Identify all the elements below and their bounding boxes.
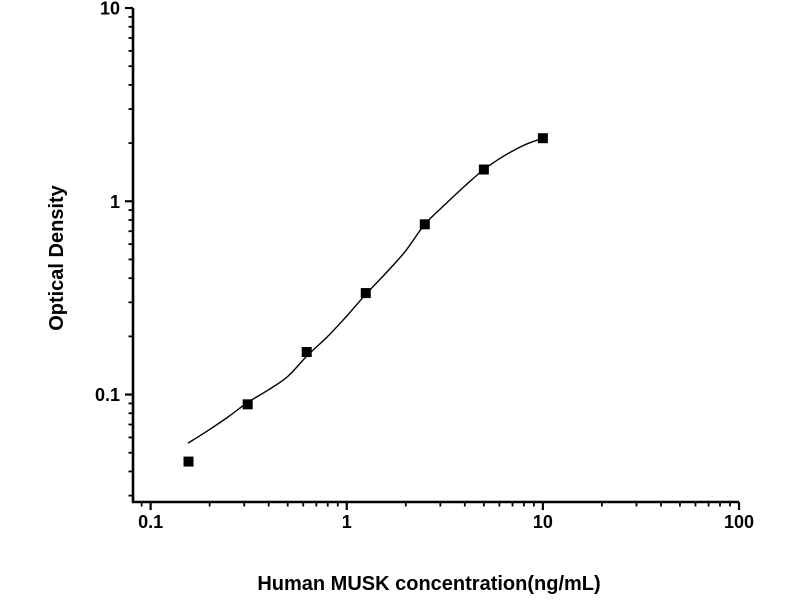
data-point-marker [183, 456, 194, 467]
data-point-marker [360, 288, 371, 299]
y-tick-label: 1 [110, 192, 120, 212]
data-point-marker [242, 399, 253, 410]
y-tick-label: 10 [100, 0, 120, 19]
data-point-marker [301, 347, 312, 358]
axis-spines [131, 8, 739, 504]
x-axis-title: Human MUSK concentration(ng/mL) [257, 573, 601, 595]
x-tick-label: 0.1 [138, 512, 163, 532]
x-tick-label: 10 [533, 512, 553, 532]
y-tick-label: 0.1 [95, 385, 120, 405]
x-tick-label: 100 [724, 512, 754, 532]
y-axis-title: Optical Density [46, 185, 68, 331]
fit-curve [187, 137, 544, 444]
x-tick-label: 1 [342, 512, 352, 532]
